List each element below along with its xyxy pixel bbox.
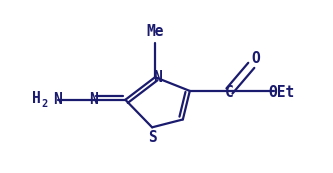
Text: H: H [32,91,41,106]
Text: N: N [153,70,162,85]
Text: S: S [148,130,157,145]
Text: OEt: OEt [268,85,294,100]
Text: N: N [54,92,62,107]
Text: O: O [251,51,260,66]
Text: 2: 2 [41,99,47,109]
Text: N: N [89,92,98,107]
Text: C: C [225,85,234,100]
Text: Me: Me [146,24,164,39]
